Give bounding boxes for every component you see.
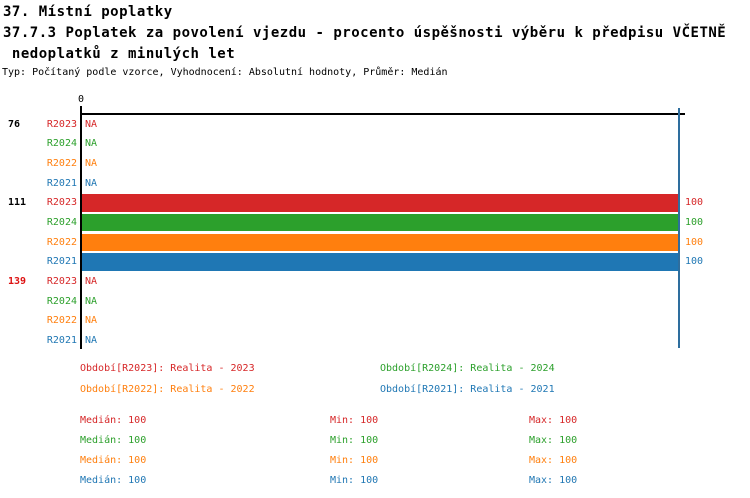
na-value-label: NA [85,157,98,169]
bar-value-label: 100 [685,236,704,248]
group-label: 111 [8,197,27,209]
row-series-label: R2022 [46,236,77,248]
report-title-line2: 37.7.3 Poplatek za povolení vjezdu - pro… [3,25,727,41]
axis-top-line [80,113,685,115]
legend-item: Období[R2022]: Realita - 2022 [80,384,255,395]
stat-cell: Max: 100 [529,435,578,446]
bar [82,253,678,271]
value-axis-line [80,106,82,349]
bar [82,194,678,212]
row-series-label: R2022 [46,157,77,169]
na-value-label: NA [85,315,98,327]
row-series-label: R2024 [46,216,77,228]
legend-item: Období[R2023]: Realita - 2023 [80,363,255,374]
na-value-label: NA [85,334,98,346]
na-value-label: NA [85,275,98,287]
row-series-label: R2023 [46,275,77,287]
stat-cell: Max: 100 [529,455,578,466]
row-series-label: R2021 [46,334,77,346]
na-value-label: NA [85,118,98,130]
row-series-label: R2024 [46,295,77,307]
stat-cell: Medián: 100 [80,415,147,426]
report-title-line3: nedoplatků z minulých let [3,46,236,62]
stat-cell: Min: 100 [330,475,379,486]
stat-cell: Max: 100 [529,415,578,426]
bar [82,233,678,252]
row-series-label: R2021 [46,177,77,189]
stat-cell: Max: 100 [529,475,578,486]
stat-cell: Medián: 100 [80,475,147,486]
stat-cell: Medián: 100 [80,435,147,446]
report-title-line1: 37. Místní poplatky [3,4,173,20]
bar-value-label: 100 [685,256,704,268]
axis-zero-tick-label: 0 [77,94,85,105]
stat-cell: Medián: 100 [80,455,147,466]
group-label: 76 [8,118,21,130]
row-series-label: R2023 [46,118,77,130]
report-meta: Typ: Počítaný podle vzorce, Vyhodnocení:… [2,67,448,78]
na-value-label: NA [85,177,98,189]
na-value-label: NA [85,295,98,307]
na-value-label: NA [85,138,98,150]
legend-item: Období[R2021]: Realita - 2021 [380,384,555,395]
stat-cell: Min: 100 [330,435,379,446]
row-series-label: R2022 [46,315,77,327]
legend-item: Období[R2024]: Realita - 2024 [380,363,555,374]
stat-cell: Min: 100 [330,455,379,466]
row-series-label: R2021 [46,256,77,268]
bar [82,213,678,232]
group-label: 139 [8,275,27,287]
bar-value-label: 100 [685,216,704,228]
row-series-label: R2023 [46,197,77,209]
bar-value-label: 100 [685,197,704,209]
median-marker-line [678,108,680,348]
stat-cell: Min: 100 [330,415,379,426]
row-series-label: R2024 [46,138,77,150]
